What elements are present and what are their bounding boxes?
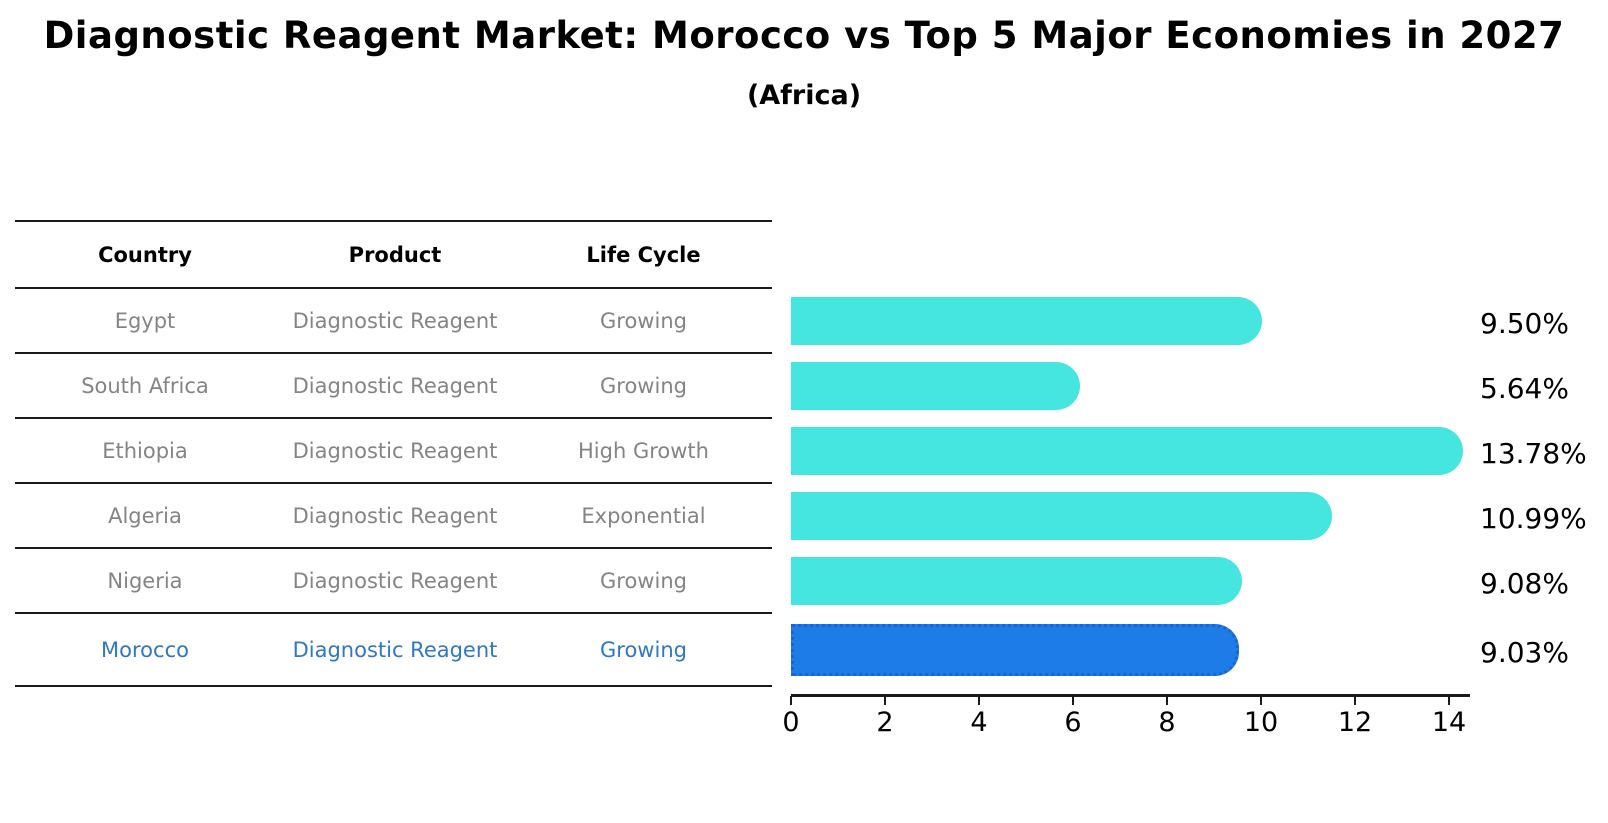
- chart-subtitle: (Africa): [746, 80, 862, 111]
- cell-country: Egypt: [114, 308, 176, 333]
- cell-country: Algeria: [108, 503, 182, 528]
- x-axis-tick: [978, 696, 980, 705]
- cell-life-cycle: High Growth: [578, 438, 709, 463]
- table-divider: [15, 352, 772, 354]
- table-divider: [15, 685, 772, 687]
- cell-country: Ethiopia: [102, 438, 188, 463]
- country-table: Country Product Life Cycle Egypt Diagnos…: [15, 220, 772, 688]
- x-axis-tick-label: 8: [1158, 707, 1176, 738]
- cell-product: Diagnostic Reagent: [292, 637, 498, 662]
- table-divider: [15, 612, 772, 614]
- bar-egypt: [791, 296, 1262, 345]
- bar-algeria: [791, 491, 1332, 540]
- bar-morocco: [791, 623, 1239, 676]
- table-header-country: Country: [98, 242, 192, 267]
- table-row: Egypt Diagnostic Reagent Growing: [15, 288, 772, 353]
- table-divider: [15, 287, 772, 289]
- bar-value-label: 9.50%: [1480, 306, 1569, 340]
- cell-country: Nigeria: [107, 568, 183, 593]
- bar-value-label: 9.08%: [1480, 566, 1569, 600]
- table-divider: [15, 547, 772, 549]
- x-axis-tick: [884, 696, 886, 705]
- x-axis-tick-label: 4: [970, 707, 988, 738]
- table-divider: [15, 482, 772, 484]
- x-axis-tick-label: 2: [876, 707, 894, 738]
- table-row: Nigeria Diagnostic Reagent Growing: [15, 548, 772, 613]
- table-header-life-cycle: Life Cycle: [586, 242, 701, 267]
- x-axis-tick: [790, 696, 792, 705]
- bar-value-label: 5.64%: [1480, 371, 1569, 405]
- table-row: Algeria Diagnostic Reagent Exponential: [15, 483, 772, 548]
- table-row: Morocco Diagnostic Reagent Growing: [15, 613, 772, 686]
- table-row: South Africa Diagnostic Reagent Growing: [15, 353, 772, 418]
- bar-nigeria: [791, 556, 1242, 605]
- table-divider: [15, 417, 772, 419]
- cell-product: Diagnostic Reagent: [292, 308, 498, 333]
- x-axis-tick: [1166, 696, 1168, 705]
- cell-product: Diagnostic Reagent: [292, 373, 498, 398]
- bar-south-africa: [791, 361, 1080, 410]
- cell-life-cycle: Growing: [600, 568, 687, 593]
- chart-title: Diagnostic Reagent Market: Morocco vs To…: [43, 14, 1565, 57]
- x-axis-tick: [1354, 696, 1356, 705]
- cell-life-cycle: Growing: [600, 637, 687, 662]
- x-axis-tick: [1072, 696, 1074, 705]
- cell-country: Morocco: [101, 637, 189, 662]
- x-axis-line: [791, 694, 1470, 697]
- cell-product: Diagnostic Reagent: [292, 568, 498, 593]
- bar-ethiopia: [791, 426, 1463, 475]
- table-header-product: Product: [348, 242, 442, 267]
- x-axis-tick: [1260, 696, 1262, 705]
- x-axis-tick-label: 12: [1337, 707, 1373, 738]
- cell-life-cycle: Growing: [600, 373, 687, 398]
- cell-product: Diagnostic Reagent: [292, 503, 498, 528]
- bar-value-label: 10.99%: [1480, 501, 1587, 535]
- x-axis-tick-label: 10: [1243, 707, 1279, 738]
- x-axis-tick: [1448, 696, 1450, 705]
- cell-product: Diagnostic Reagent: [292, 438, 498, 463]
- bar-value-label: 9.03%: [1480, 635, 1569, 669]
- table-header-row: Country Product Life Cycle: [15, 221, 772, 288]
- x-axis-tick-label: 0: [782, 707, 800, 738]
- cell-country: South Africa: [81, 373, 209, 398]
- bar-value-label: 13.78%: [1480, 436, 1587, 470]
- cell-life-cycle: Growing: [600, 308, 687, 333]
- x-axis-tick-label: 6: [1064, 707, 1082, 738]
- table-divider: [15, 220, 772, 222]
- x-axis-tick-label: 14: [1431, 707, 1467, 738]
- table-row: Ethiopia Diagnostic Reagent High Growth: [15, 418, 772, 483]
- cell-life-cycle: Exponential: [581, 503, 706, 528]
